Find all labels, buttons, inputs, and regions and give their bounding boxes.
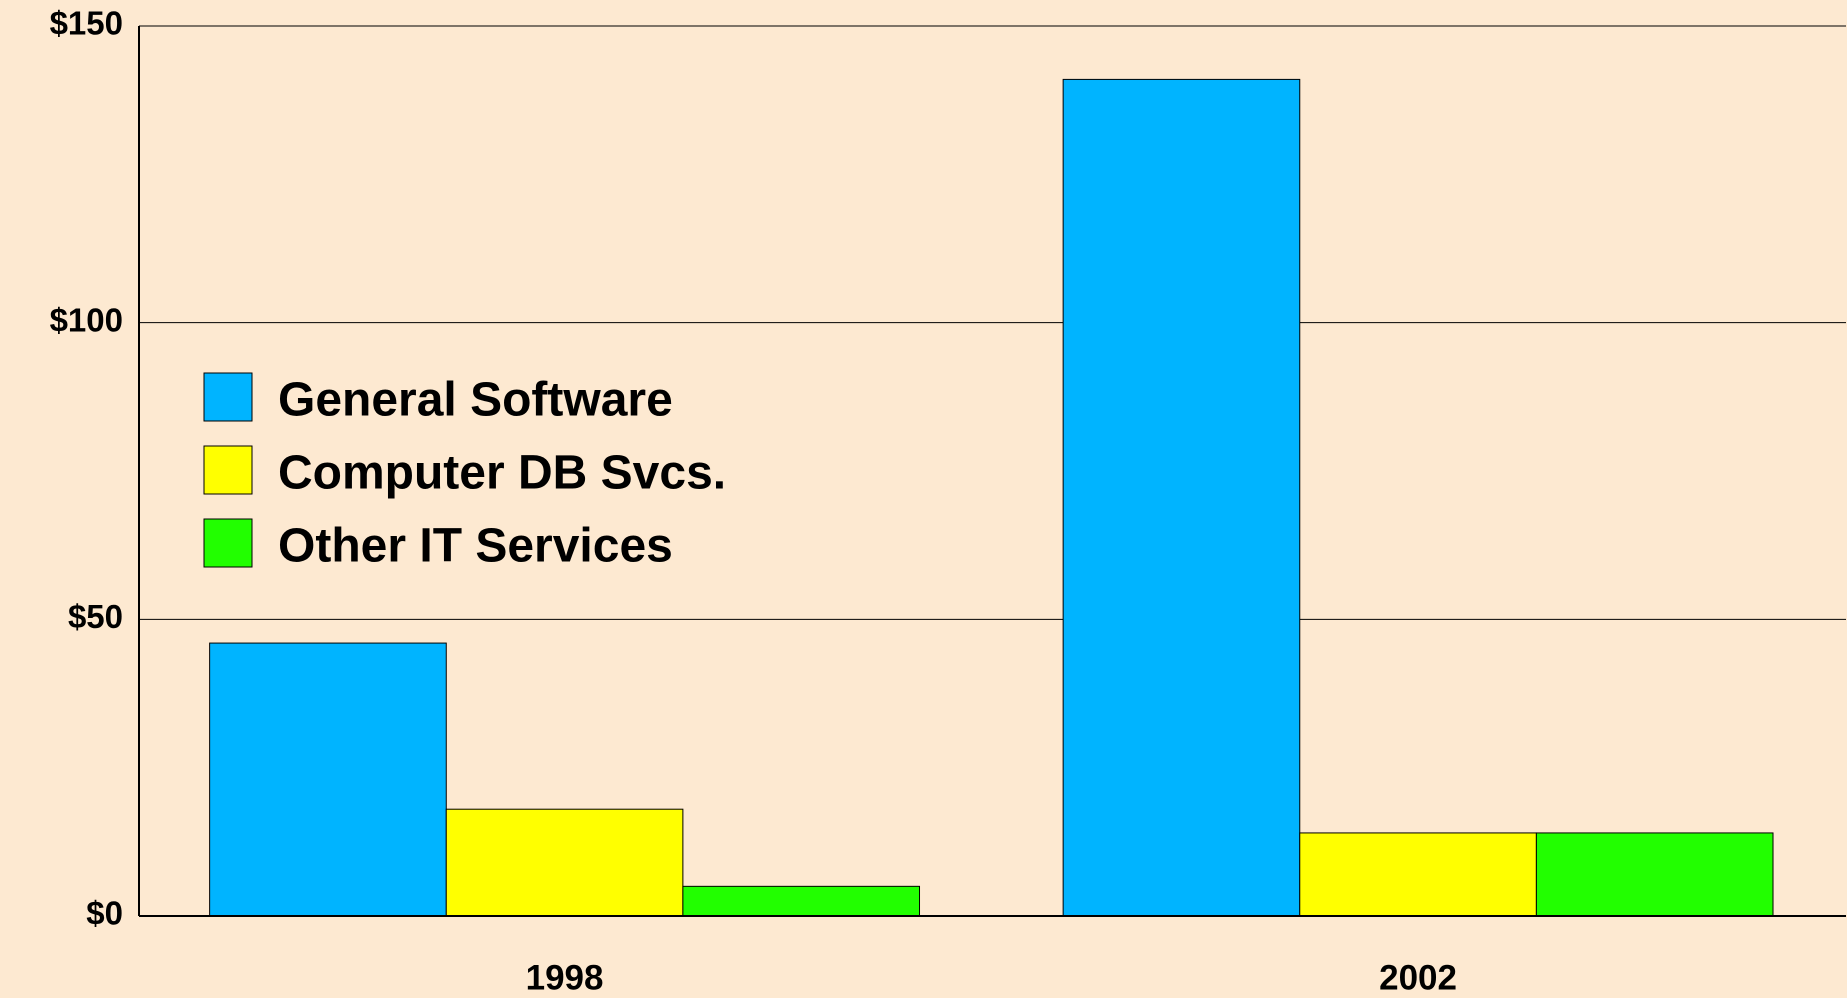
- legend-label: General Software: [278, 374, 673, 427]
- bar: [1062, 78, 1301, 917]
- bar: [209, 642, 447, 917]
- y-tick-label: $100: [50, 301, 123, 338]
- legend-swatch: [203, 372, 253, 422]
- legend-swatch: [203, 445, 253, 495]
- x-tick-label: 1998: [526, 958, 604, 997]
- y-tick-label: $0: [86, 895, 123, 932]
- legend-swatch: [203, 518, 253, 568]
- bar: [1299, 832, 1537, 917]
- legend-label: Other IT Services: [278, 520, 673, 573]
- y-tick-label: $150: [50, 5, 123, 42]
- x-tick-label: 2002: [1379, 958, 1457, 997]
- bar: [682, 885, 921, 917]
- bar: [445, 808, 684, 917]
- legend-label: Computer DB Svcs.: [278, 447, 726, 500]
- bar: [1535, 832, 1774, 917]
- y-tick-label: $50: [68, 598, 123, 635]
